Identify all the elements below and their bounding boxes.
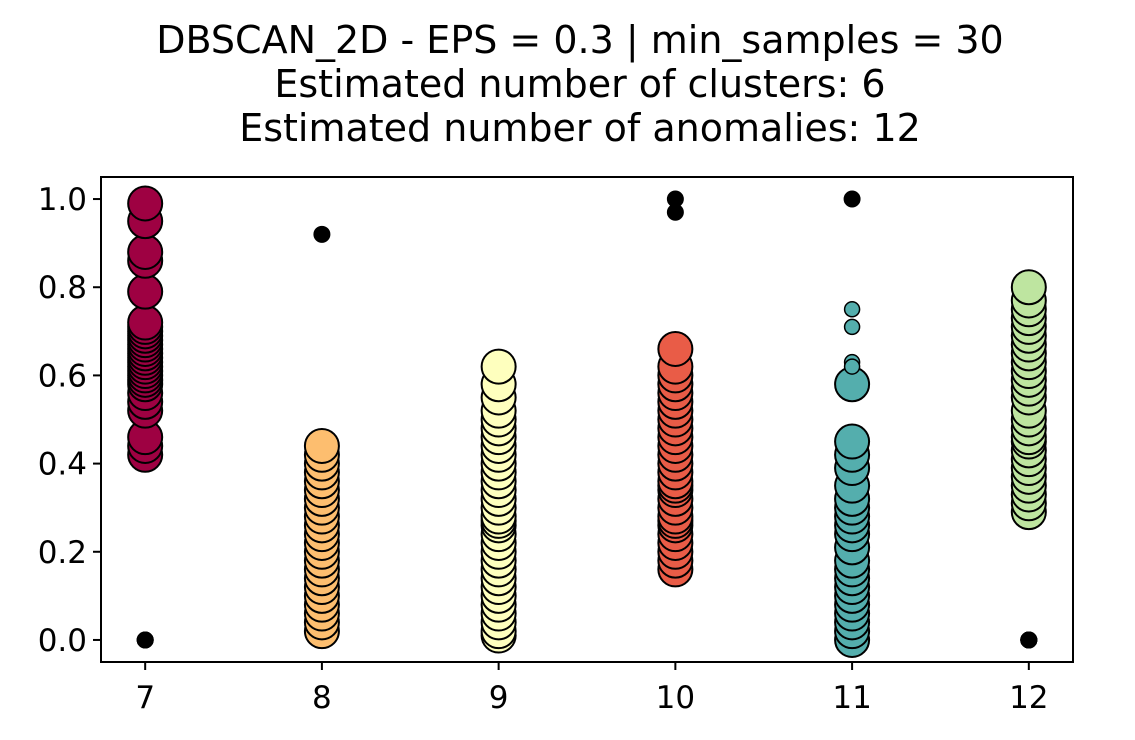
anomaly-point-3 [313, 225, 331, 243]
edge-point-3 [843, 358, 861, 375]
y-tick-label-4: 0.8 [38, 270, 87, 306]
anomaly-point-11 [1020, 631, 1038, 649]
y-tick-label-3: 0.6 [38, 358, 87, 394]
x-tick-label-2: 9 [489, 680, 509, 716]
cluster-1-point-21 [303, 427, 340, 464]
anomaly-point-2 [136, 631, 154, 649]
cluster-0-point-21 [127, 273, 164, 310]
x-tick-label-3: 10 [656, 680, 695, 716]
x-tick-label-4: 11 [832, 680, 871, 716]
title-line-2: Estimated number of clusters: 6 [274, 62, 886, 106]
axes-layer: 7 8 9 10 11 12 0.0 0.2 0.4 0.6 0.8 1.0 [38, 176, 1074, 716]
cluster-2-point-30 [480, 348, 517, 385]
x-tick-label-0: 7 [135, 680, 155, 716]
plot-area [101, 177, 1073, 662]
x-tick-label-1: 8 [312, 680, 332, 716]
title-line-1: DBSCAN_2D - EPS = 0.3 | min_samples = 30 [156, 18, 1004, 62]
y-tick-label-0: 0.0 [38, 623, 87, 659]
cluster-4-point-19 [834, 423, 871, 460]
cluster-0-point-23 [127, 233, 164, 270]
edge-point-1 [843, 318, 861, 336]
anomaly-point-5 [666, 203, 684, 221]
chart-title: DBSCAN_2D - EPS = 0.3 | min_samples = 30… [0, 18, 1135, 150]
x-tick-label-5: 12 [1009, 680, 1048, 716]
cluster-3-point-26 [657, 330, 694, 367]
edge-point-0 [843, 301, 861, 318]
title-line-3: Estimated number of anomalies: 12 [239, 106, 921, 150]
anomaly-point-6 [843, 190, 861, 208]
cluster-0-point-25 [127, 185, 164, 222]
y-tick-label-1: 0.2 [38, 535, 87, 571]
y-tick-label-5: 1.0 [38, 182, 87, 218]
points-layer [127, 185, 1047, 658]
cluster-5-point-25 [1010, 269, 1047, 306]
cluster-0-point-20 [127, 304, 164, 341]
y-tick-label-2: 0.4 [38, 447, 87, 483]
axes-frame [100, 176, 1074, 663]
